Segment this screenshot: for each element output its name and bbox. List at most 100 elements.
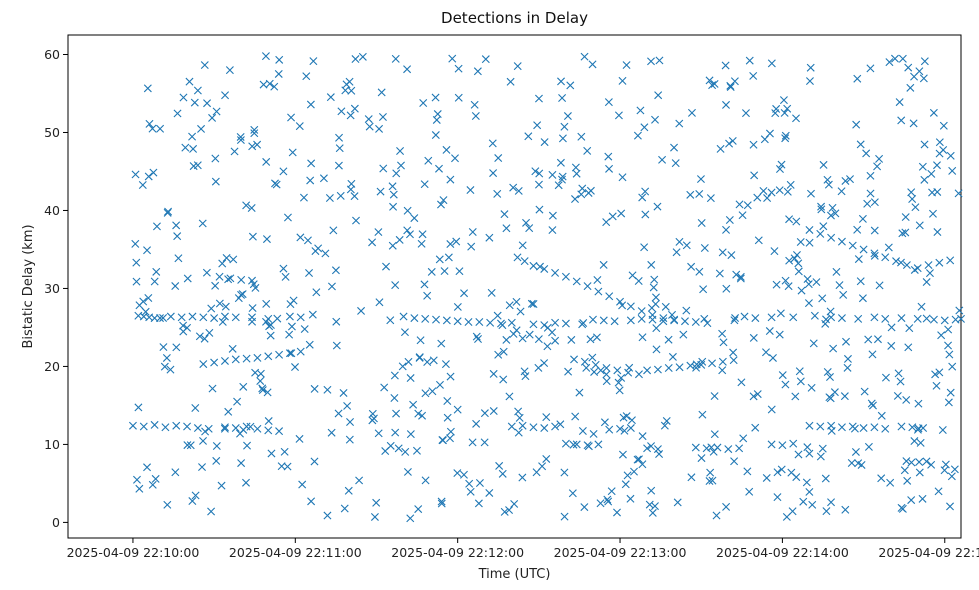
detection-marker (173, 109, 182, 118)
y-axis-label: Bistatic Delay (km) (21, 224, 36, 348)
detection-marker (308, 310, 317, 319)
detection-marker (188, 312, 197, 321)
detection-marker (183, 422, 192, 431)
detection-marker (529, 423, 538, 432)
detection-marker (633, 131, 642, 140)
detection-marker (686, 361, 695, 370)
detection-marker (621, 480, 630, 489)
detection-marker (708, 359, 717, 368)
detection-marker (204, 424, 213, 433)
detection-marker (226, 274, 235, 283)
detection-marker (287, 322, 296, 331)
detection-marker (710, 430, 719, 439)
detection-marker (910, 437, 919, 446)
detection-marker (887, 323, 896, 332)
detection-marker (540, 424, 549, 433)
detection-marker (564, 367, 573, 376)
detection-marker (939, 121, 948, 130)
detection-marker (498, 469, 507, 478)
detection-marker (613, 508, 621, 517)
detection-marker (853, 74, 862, 83)
detection-marker (212, 442, 221, 450)
detection-marker (944, 398, 953, 407)
detection-marker (839, 290, 848, 299)
detection-marker (163, 500, 172, 509)
detection-marker (740, 312, 749, 321)
detection-marker (273, 314, 282, 323)
detection-marker (143, 463, 152, 472)
detection-marker (335, 133, 344, 142)
detection-marker (853, 225, 862, 234)
detection-marker (242, 201, 251, 210)
detection-marker (247, 204, 256, 213)
detection-marker (830, 388, 839, 397)
detection-marker (692, 360, 701, 369)
detection-marker (809, 339, 818, 348)
detection-marker (915, 221, 924, 230)
detection-marker (518, 421, 527, 430)
detection-marker (381, 447, 390, 456)
detection-marker (465, 479, 474, 488)
detection-marker (272, 180, 281, 189)
detection-marker (437, 497, 446, 506)
detection-marker (388, 182, 397, 191)
detection-marker (715, 269, 724, 278)
detection-marker (378, 112, 387, 121)
detection-marker (197, 124, 206, 133)
detection-marker (803, 275, 812, 284)
detection-marker (805, 238, 814, 247)
detection-marker (754, 236, 763, 245)
detection-marker (264, 426, 273, 435)
detection-marker (417, 239, 426, 248)
detection-marker (602, 370, 611, 379)
detection-marker (753, 390, 762, 399)
detection-marker (896, 377, 905, 386)
detection-marker (785, 256, 794, 265)
detection-marker (730, 457, 739, 466)
detection-marker (706, 468, 715, 477)
chart-title: Detections in Delay (441, 9, 588, 27)
detection-marker (835, 281, 844, 290)
detection-marker (718, 248, 727, 257)
detection-marker (134, 403, 143, 412)
scatter-markers (128, 52, 965, 523)
detection-marker (908, 423, 917, 432)
detection-marker (898, 54, 907, 63)
detection-marker (221, 302, 230, 311)
detection-marker (796, 238, 805, 247)
detection-marker (500, 507, 509, 516)
detection-marker (357, 306, 366, 315)
detection-marker (827, 233, 836, 242)
detection-marker (918, 162, 927, 171)
detection-marker (743, 201, 752, 210)
detection-marker (624, 368, 633, 377)
detection-marker (602, 377, 611, 386)
detection-marker (183, 323, 192, 332)
detection-marker (596, 366, 605, 375)
detection-marker (173, 232, 182, 241)
detection-marker (818, 294, 827, 303)
detection-marker (767, 59, 776, 68)
detection-marker (390, 394, 399, 402)
detection-marker (920, 140, 929, 149)
detection-marker (248, 232, 257, 241)
detection-marker (578, 426, 587, 435)
detection-marker (534, 180, 543, 189)
detection-marker (510, 499, 519, 508)
detection-marker (700, 314, 709, 323)
detection-marker (955, 306, 964, 315)
detection-marker (682, 241, 691, 250)
detection-marker (939, 145, 948, 154)
detection-marker (558, 134, 567, 143)
detection-marker (199, 360, 208, 369)
detection-marker (653, 445, 662, 454)
detection-marker (343, 401, 352, 410)
detection-marker (627, 416, 636, 425)
detection-marker (513, 253, 522, 262)
detection-marker (625, 363, 634, 372)
detection-marker (794, 259, 803, 268)
detection-marker (160, 362, 169, 371)
detection-marker (171, 468, 180, 477)
detection-marker (494, 154, 503, 163)
detection-marker (718, 329, 727, 338)
